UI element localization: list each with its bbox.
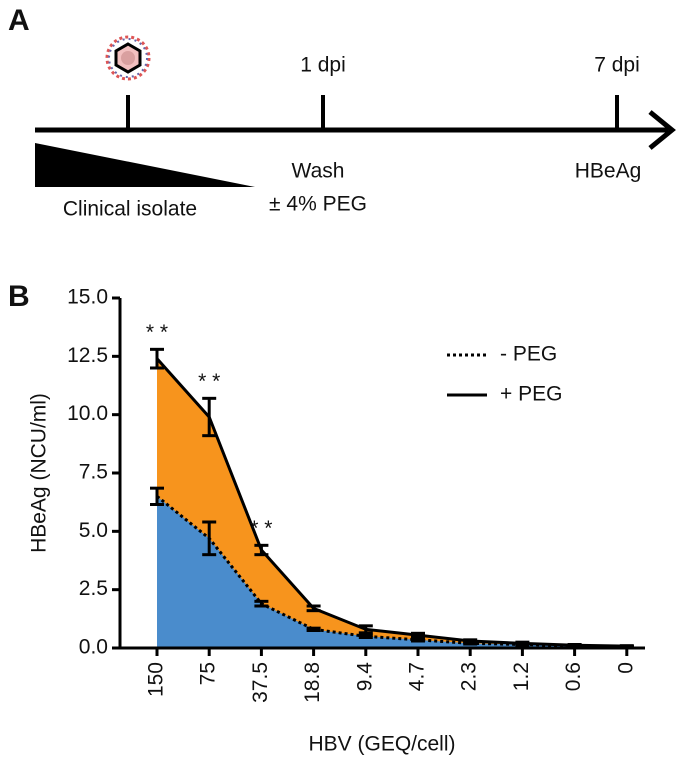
error-bar <box>358 633 373 639</box>
x-tick-label: 2.3 <box>458 662 481 691</box>
wash-label: Wash <box>292 160 345 183</box>
timepoint-label: 7 dpi <box>594 54 640 77</box>
error-bar <box>202 396 217 438</box>
x-tick-label: 75 <box>197 662 220 685</box>
significance-mark: * * <box>146 321 168 344</box>
x-tick-label: 18.8 <box>301 662 324 703</box>
error-bar <box>150 347 164 370</box>
error-bar <box>150 486 164 506</box>
error-bar <box>306 604 321 613</box>
x-tick-label: 4.7 <box>406 662 429 691</box>
y-tick-label: 15.0 <box>67 286 108 309</box>
timepoint-label: 1 dpi <box>300 54 346 77</box>
error-bar <box>358 624 373 635</box>
readout-label: HBeAg <box>575 160 642 183</box>
error-bar <box>567 643 582 648</box>
error-bar <box>202 520 217 557</box>
legend-label: - PEG <box>500 343 557 366</box>
error-bar <box>411 631 425 639</box>
y-tick-label: 12.5 <box>67 344 108 367</box>
x-tick-label: 9.4 <box>353 662 376 692</box>
x-tick-label: 0.6 <box>562 662 585 691</box>
y-tick-label: 2.5 <box>79 577 108 600</box>
significance-mark: * * <box>250 517 272 540</box>
error-bar <box>254 543 269 557</box>
error-bar <box>306 626 321 632</box>
y-tick-label: 10.0 <box>67 402 108 425</box>
virus-icon <box>105 35 151 81</box>
error-bar <box>254 599 269 608</box>
panel-label: B <box>8 280 30 313</box>
error-bar <box>515 642 530 647</box>
timeline-arrow <box>648 110 676 150</box>
area <box>157 358 627 648</box>
inoculum-label: Clinical isolate <box>63 198 197 221</box>
x-tick-label: 37.5 <box>249 662 272 703</box>
y-tick-label: 0.0 <box>79 636 108 659</box>
y-tick-label: 5.0 <box>79 519 108 542</box>
y-axis-title: HBeAg (NCU/ml) <box>28 393 51 553</box>
x-tick-label: 0 <box>614 662 637 674</box>
error-bar <box>411 637 425 643</box>
dilution-wedge <box>35 143 255 187</box>
panel-label: A <box>8 4 30 37</box>
peg-label: ± 4% PEG <box>269 193 367 216</box>
error-bar <box>463 641 478 646</box>
area <box>157 496 627 648</box>
x-tick-label: 150 <box>145 662 168 697</box>
x-tick-label: 1.2 <box>510 662 533 691</box>
significance-mark: * * <box>198 370 220 393</box>
x-axis-title: HBV (GEQ/cell) <box>308 733 455 756</box>
y-tick-label: 7.5 <box>79 461 108 484</box>
legend-label: + PEG <box>500 383 562 406</box>
line <box>156 495 627 649</box>
